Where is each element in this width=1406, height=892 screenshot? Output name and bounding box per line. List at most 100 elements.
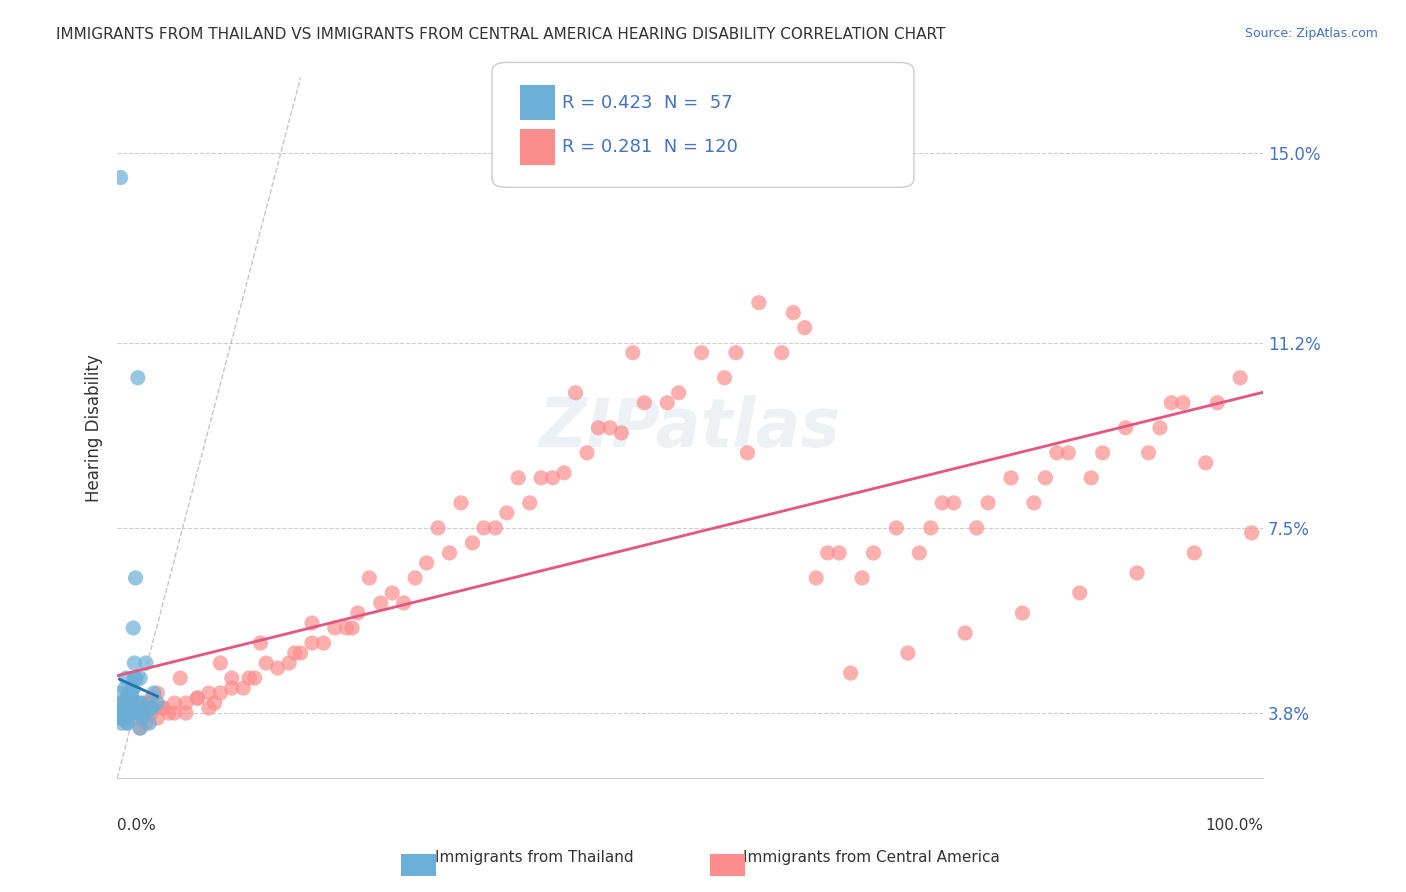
- Point: [724, 345, 747, 359]
- Point: [340, 621, 363, 635]
- Point: [392, 596, 415, 610]
- Point: [111, 696, 134, 710]
- Point: [129, 721, 152, 735]
- Point: [1115, 421, 1137, 435]
- Point: [174, 706, 197, 720]
- Point: [120, 686, 142, 700]
- Point: [817, 546, 839, 560]
- Point: [152, 701, 174, 715]
- Point: [142, 686, 165, 700]
- Point: [135, 656, 157, 670]
- Point: [124, 656, 146, 670]
- Point: [553, 466, 575, 480]
- Point: [117, 701, 139, 715]
- Point: [359, 571, 381, 585]
- Point: [114, 696, 136, 710]
- Point: [942, 496, 965, 510]
- Point: [1035, 471, 1057, 485]
- Text: R = 0.281  N = 120: R = 0.281 N = 120: [562, 138, 738, 156]
- Point: [508, 471, 530, 485]
- Text: IMMIGRANTS FROM THAILAND VS IMMIGRANTS FROM CENTRAL AMERICA HEARING DISABILITY C: IMMIGRANTS FROM THAILAND VS IMMIGRANTS F…: [56, 27, 946, 42]
- Text: Immigrants from Central America: Immigrants from Central America: [744, 850, 1000, 865]
- Point: [966, 521, 988, 535]
- Point: [472, 521, 495, 535]
- Point: [111, 716, 134, 731]
- Point: [112, 711, 135, 725]
- Point: [174, 696, 197, 710]
- Point: [806, 571, 828, 585]
- Point: [370, 596, 392, 610]
- Point: [782, 306, 804, 320]
- Point: [146, 711, 169, 725]
- Point: [266, 661, 288, 675]
- Point: [111, 706, 134, 720]
- Point: [118, 696, 141, 710]
- Point: [770, 345, 793, 359]
- Point: [908, 546, 931, 560]
- Point: [124, 671, 146, 685]
- Point: [127, 706, 149, 720]
- Y-axis label: Hearing Disability: Hearing Disability: [86, 354, 103, 501]
- Point: [117, 706, 139, 720]
- Point: [209, 686, 232, 700]
- Point: [415, 556, 437, 570]
- Point: [198, 701, 221, 715]
- Point: [117, 706, 139, 720]
- Point: [209, 656, 232, 670]
- Point: [1057, 446, 1080, 460]
- Text: 0.0%: 0.0%: [117, 818, 156, 833]
- Point: [1171, 396, 1194, 410]
- Point: [1126, 566, 1149, 580]
- Point: [122, 681, 145, 695]
- Point: [141, 701, 163, 715]
- Point: [125, 706, 148, 720]
- Point: [129, 671, 152, 685]
- Point: [335, 621, 357, 635]
- Point: [530, 471, 553, 485]
- Point: [839, 666, 862, 681]
- Point: [146, 696, 169, 710]
- Point: [301, 615, 323, 630]
- Point: [851, 571, 873, 585]
- Point: [141, 691, 163, 706]
- Point: [931, 496, 953, 510]
- Point: [112, 706, 135, 720]
- Point: [301, 636, 323, 650]
- Point: [186, 691, 208, 706]
- Point: [1229, 370, 1251, 384]
- Point: [886, 521, 908, 535]
- Point: [141, 701, 163, 715]
- Text: ZIPatlas: ZIPatlas: [538, 395, 841, 461]
- Point: [111, 706, 134, 720]
- Point: [920, 521, 942, 535]
- Point: [129, 696, 152, 710]
- Point: [152, 701, 174, 715]
- Point: [112, 701, 135, 715]
- Text: 100.0%: 100.0%: [1205, 818, 1263, 833]
- Point: [254, 656, 277, 670]
- Point: [124, 671, 146, 685]
- Point: [1182, 546, 1205, 560]
- Point: [120, 686, 142, 700]
- Point: [117, 686, 139, 700]
- Text: Source: ZipAtlas.com: Source: ZipAtlas.com: [1244, 27, 1378, 40]
- Point: [111, 696, 134, 710]
- Point: [135, 696, 157, 710]
- Point: [127, 370, 149, 384]
- Point: [1195, 456, 1218, 470]
- Point: [138, 716, 160, 731]
- Point: [238, 671, 260, 685]
- Point: [657, 396, 679, 410]
- Point: [120, 691, 142, 706]
- Point: [115, 691, 138, 706]
- Point: [1240, 525, 1263, 540]
- Point: [198, 686, 221, 700]
- Point: [284, 646, 307, 660]
- Point: [249, 636, 271, 650]
- Point: [828, 546, 851, 560]
- Point: [169, 671, 191, 685]
- Point: [163, 706, 186, 720]
- Point: [1149, 421, 1171, 435]
- Point: [793, 320, 815, 334]
- Point: [111, 711, 134, 725]
